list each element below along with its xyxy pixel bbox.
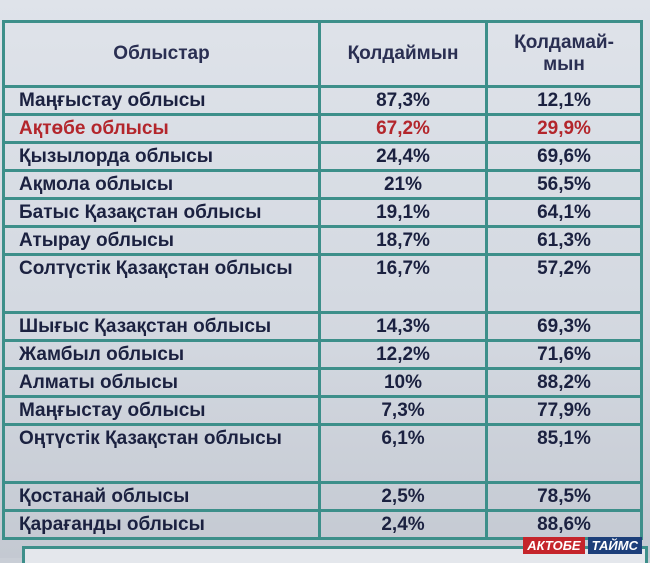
percent-cell: 88,2% [485,367,643,398]
region-cell: Қостанай облысы [2,481,321,512]
region-cell: Ақмола облысы [2,169,321,200]
region-cell: Маңғыстау облысы [2,85,321,116]
percent-cell: 14,3% [318,311,488,342]
percent-cell: 6,1% [318,423,488,484]
table-row: Қызылорда облысы 24,4% 69,6% [2,141,643,172]
percent-cell: 29,9% [485,113,643,144]
table-row: Жамбыл облысы 12,2% 71,6% [2,339,643,370]
header-cell: Қолдаймын [318,20,488,88]
table-row: Қарағанды облысы 2,4% 88,6% [2,509,643,540]
watermark: АКТОБЕ ТАЙМС [523,537,642,554]
table-row: Оңтүстік Қазақстан облысы 6,1% 85,1% [2,423,643,484]
percent-cell: 12,1% [485,85,643,116]
percent-cell: 10% [318,367,488,398]
region-cell: Шығыс Қазақстан облысы [2,311,321,342]
region-cell: Оңтүстік Қазақстан облысы [2,423,321,484]
percent-cell: 64,1% [485,197,643,228]
table-row: Солтүстік Қазақстан облысы 16,7% 57,2% [2,253,643,314]
percent-cell: 24,4% [318,141,488,172]
region-cell: Маңғыстау облысы [2,395,321,426]
percent-cell: 78,5% [485,481,643,512]
region-cell: Ақтөбе облысы [2,113,321,144]
region-cell: Қызылорда облысы [2,141,321,172]
region-cell: Қарағанды облысы [2,509,321,540]
percent-cell: 61,3% [485,225,643,256]
percent-cell: 2,4% [318,509,488,540]
percent-cell: 21% [318,169,488,200]
percent-cell: 87,3% [318,85,488,116]
table-row: Қостанай облысы 2,5% 78,5% [2,481,643,512]
percent-cell: 57,2% [485,253,643,314]
table-row: Атырау облысы 18,7% 61,3% [2,225,643,256]
table-row: Батыс Қазақстан облысы 19,1% 64,1% [2,197,643,228]
table-row: Ақмола облысы 21% 56,5% [2,169,643,200]
percent-cell: 18,7% [318,225,488,256]
region-cell: Солтүстік Қазақстан облысы [2,253,321,314]
percent-cell: 69,3% [485,311,643,342]
watermark-part: ТАЙМС [587,537,642,554]
region-cell: Жамбыл облысы [2,339,321,370]
table-body: Маңғыстау облысы 87,3% 12,1% Ақтөбе облысы 6… [2,85,643,540]
region-cell: Атырау облысы [2,225,321,256]
percent-cell: 7,3% [318,395,488,426]
header-cell: Облыстар [2,20,321,88]
table-row: Маңғыстау облысы 87,3% 12,1% [2,85,643,116]
header-cell: Қолдамай- мын [485,20,643,88]
percent-cell: 16,7% [318,253,488,314]
table-row: Ақтөбе облысы 67,2% 29,9% [2,113,643,144]
region-cell: Батыс Қазақстан облысы [2,197,321,228]
percent-cell: 88,6% [485,509,643,540]
percent-cell: 12,2% [318,339,488,370]
region-cell: Алматы облысы [2,367,321,398]
header-row: Облыстар Қолдаймын Қолдамай- мын [2,20,643,88]
percent-cell: 19,1% [318,197,488,228]
percent-cell: 67,2% [318,113,488,144]
percent-cell: 69,6% [485,141,643,172]
percent-cell: 77,9% [485,395,643,426]
table-row: Алматы облысы 10% 88,2% [2,367,643,398]
watermark-part: АКТОБЕ [523,537,585,554]
percent-cell: 85,1% [485,423,643,484]
results-table: Облыстар Қолдаймын Қолдамай- мын Маңғыстау… [2,20,643,540]
table-row: Шығыс Қазақстан облысы 14,3% 69,3% [2,311,643,342]
percent-cell: 56,5% [485,169,643,200]
table-row: Маңғыстау облысы 7,3% 77,9% [2,395,643,426]
percent-cell: 2,5% [318,481,488,512]
percent-cell: 71,6% [485,339,643,370]
